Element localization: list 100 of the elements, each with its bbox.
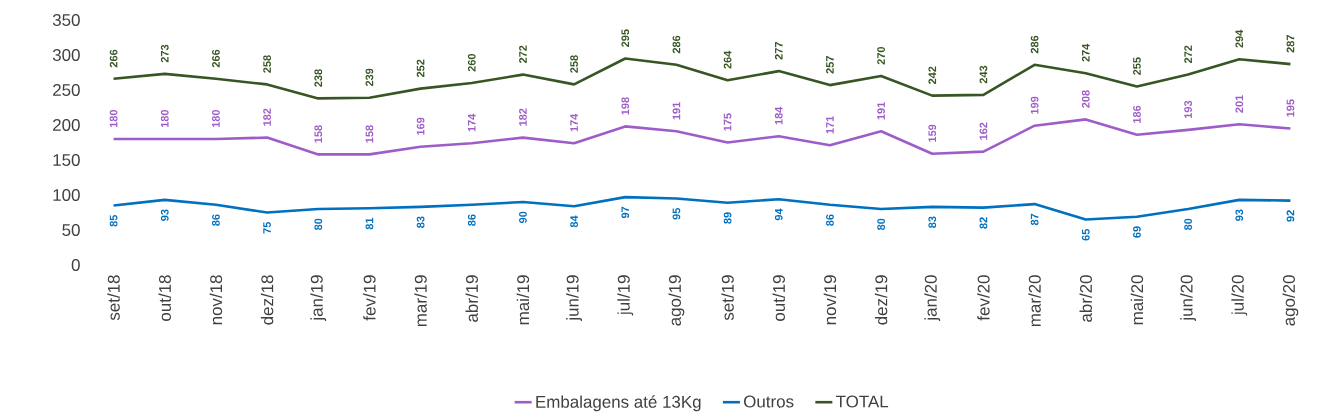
data-label: 270 — [877, 46, 885, 65]
y-tick-label: 50 — [62, 224, 80, 236]
data-label: 69 — [1133, 226, 1141, 238]
data-label: 95 — [672, 208, 681, 220]
data-label: 243 — [979, 65, 988, 84]
x-tick-label: jun/20 — [1180, 275, 1196, 322]
data-label: 198 — [621, 97, 630, 115]
data-label: 242 — [928, 66, 937, 85]
data-label: 158 — [365, 125, 374, 143]
data-label: 255 — [1133, 57, 1141, 75]
y-tick-label: 200 — [53, 119, 80, 131]
data-label: 277 — [774, 42, 783, 60]
data-label: 195 — [1286, 99, 1295, 117]
y-tick-label: 350 — [52, 14, 80, 26]
data-label: 260 — [467, 53, 476, 72]
data-label: 182 — [263, 108, 271, 126]
x-tick-label: jul/20 — [1231, 275, 1248, 316]
y-tick-label: 250 — [53, 84, 80, 96]
data-label: 80 — [1184, 218, 1192, 231]
x-tick-label: abr/19 — [465, 275, 478, 322]
data-label: 295 — [621, 29, 630, 47]
data-label: 266 — [212, 49, 220, 68]
x-tick-label: abr/20 — [1079, 275, 1092, 322]
data-label: 273 — [160, 44, 169, 63]
data-label: 266 — [109, 49, 118, 68]
x-tick-label: dez/18 — [260, 275, 274, 325]
data-label: 184 — [774, 106, 783, 125]
data-label: 257 — [826, 56, 834, 74]
data-label: 287 — [1286, 35, 1295, 53]
data-label: 169 — [416, 117, 425, 135]
data-label: 86 — [212, 214, 220, 226]
x-tick-label: jan/20 — [924, 275, 941, 322]
y-tick-label: 150 — [53, 154, 80, 166]
data-label: 80 — [877, 218, 885, 231]
data-label: 239 — [365, 68, 374, 87]
x-tick-label: ago/20 — [1282, 275, 1299, 326]
data-label: 159 — [928, 124, 937, 142]
data-label: 193 — [1184, 100, 1192, 119]
data-label: 83 — [416, 216, 425, 228]
data-label: 208 — [1081, 90, 1090, 108]
x-tick-label: ago/19 — [668, 275, 685, 326]
x-tick-label: mar/20 — [1028, 275, 1041, 327]
data-label: 75 — [263, 222, 271, 234]
data-label: 86 — [467, 214, 476, 226]
x-tick-label: fev/19 — [363, 275, 376, 321]
legend-label: Outros — [744, 395, 794, 408]
data-label: 89 — [723, 212, 732, 224]
data-label: 180 — [109, 109, 118, 128]
x-tick-label: jan/19 — [310, 275, 327, 322]
data-label: 158 — [314, 125, 323, 143]
data-label: 186 — [1133, 105, 1141, 123]
data-label: 80 — [314, 218, 323, 231]
data-label: 191 — [877, 102, 885, 120]
x-tick-label: jul/19 — [617, 275, 634, 316]
data-label: 83 — [928, 216, 937, 228]
data-label: 93 — [1235, 209, 1244, 221]
data-label: 174 — [467, 113, 476, 132]
data-label: 199 — [1030, 96, 1039, 114]
y-tick-label: 300 — [52, 49, 80, 61]
legend-label: Embalagens até 13Kg — [536, 395, 701, 412]
data-label: 82 — [979, 217, 988, 229]
data-label: 182 — [519, 108, 527, 126]
x-tick-label: out/18 — [158, 275, 171, 321]
y-tick-label: 100 — [53, 189, 80, 201]
data-label: 286 — [672, 35, 681, 54]
x-tick-label: nov/18 — [209, 275, 223, 325]
data-label: 174 — [570, 113, 578, 132]
data-label: 272 — [1184, 45, 1192, 64]
x-tick-label: mai/20 — [1130, 275, 1144, 325]
data-label: 162 — [979, 122, 988, 140]
data-label: 180 — [160, 109, 169, 128]
data-label: 171 — [826, 116, 834, 134]
data-label: 86 — [826, 214, 834, 226]
legend-label: TOTAL — [836, 395, 889, 408]
data-label: 264 — [723, 50, 732, 69]
data-label: 252 — [416, 59, 425, 78]
x-tick-label: fev/20 — [977, 275, 990, 321]
data-label: 294 — [1235, 29, 1244, 48]
x-tick-label: out/19 — [772, 275, 785, 321]
data-label: 93 — [160, 209, 169, 221]
x-tick-label: mai/19 — [516, 275, 530, 325]
data-label: 238 — [314, 69, 323, 87]
x-tick-label: nov/19 — [823, 275, 837, 325]
data-label: 81 — [365, 217, 374, 230]
x-tick-label: mar/19 — [414, 275, 427, 327]
data-label: 258 — [263, 55, 271, 73]
data-label: 175 — [723, 113, 732, 131]
data-label: 274 — [1081, 43, 1090, 62]
data-label: 258 — [570, 55, 578, 73]
data-label: 272 — [519, 45, 527, 64]
data-label: 90 — [519, 211, 527, 224]
x-tick-label: set/19 — [721, 275, 734, 321]
data-label: 85 — [109, 215, 118, 227]
data-label: 92 — [1286, 210, 1295, 222]
data-label: 180 — [212, 109, 220, 128]
y-tick-label: 0 — [71, 259, 80, 271]
data-label: 191 — [672, 102, 681, 120]
data-label: 87 — [1030, 213, 1039, 226]
data-label: 65 — [1081, 229, 1090, 241]
x-tick-label: dez/19 — [874, 275, 888, 325]
